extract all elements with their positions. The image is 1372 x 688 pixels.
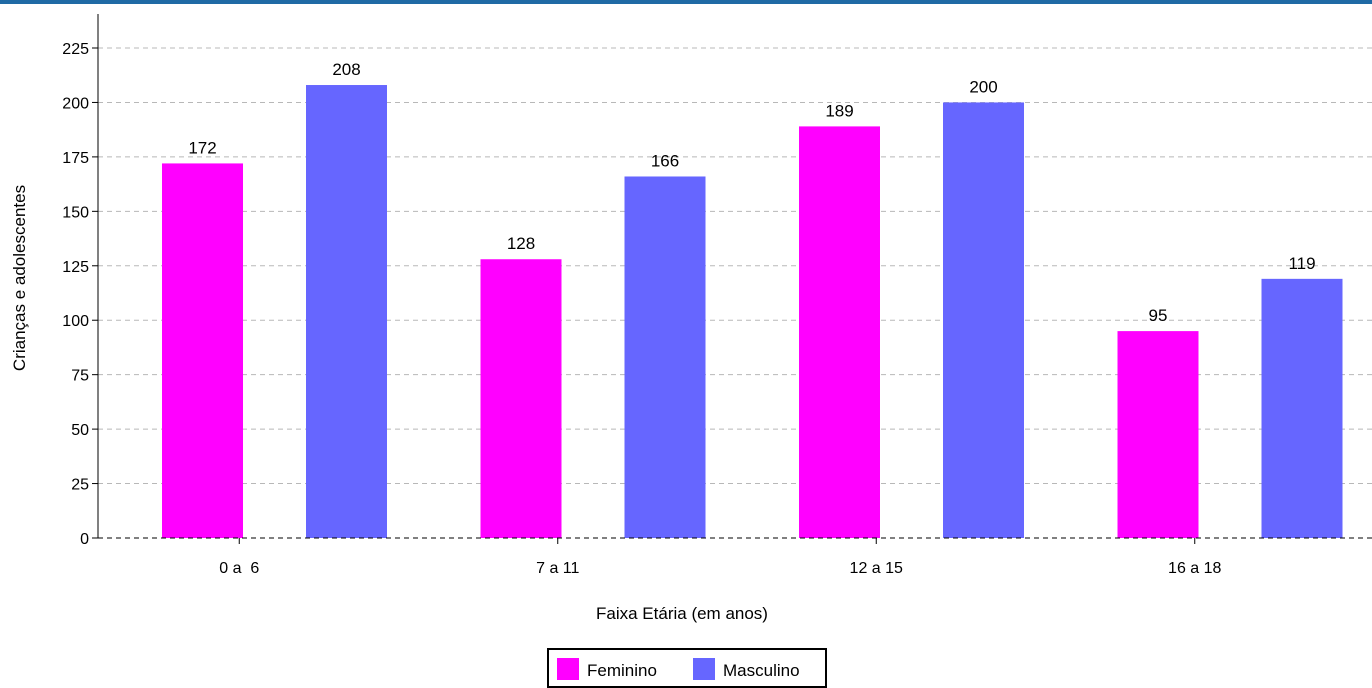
y-tick-label: 125 bbox=[62, 259, 89, 276]
legend: Feminino Masculino bbox=[547, 648, 827, 688]
bar-feminino-0 bbox=[162, 163, 243, 538]
x-tick-label: 12 a 15 bbox=[850, 560, 903, 577]
legend-box bbox=[547, 648, 827, 688]
data-label: 200 bbox=[969, 77, 997, 96]
y-tick-label: 200 bbox=[62, 95, 89, 112]
data-label: 128 bbox=[507, 234, 535, 253]
data-label: 189 bbox=[825, 101, 853, 120]
bars bbox=[162, 85, 1343, 539]
data-label: 172 bbox=[188, 138, 216, 157]
data-label: 119 bbox=[1288, 254, 1315, 273]
legend-swatch-feminino bbox=[557, 658, 579, 680]
x-tick-label: 0 a 6 bbox=[219, 560, 259, 577]
x-tick-label: 7 a 11 bbox=[536, 560, 579, 577]
bar-masculino-2 bbox=[943, 102, 1024, 538]
data-label: 208 bbox=[332, 60, 360, 79]
bar-feminino-2 bbox=[799, 126, 880, 539]
bar-feminino-3 bbox=[1117, 331, 1199, 538]
legend-label-masculino: Masculino bbox=[723, 661, 800, 680]
y-tick-label: 75 bbox=[71, 368, 89, 385]
x-axis-title: Faixa Etária (em anos) bbox=[596, 604, 768, 623]
y-tick-label: 150 bbox=[62, 204, 89, 221]
y-tick-label: 50 bbox=[71, 422, 89, 439]
y-tick-label: 25 bbox=[71, 477, 89, 494]
data-labels: 172 208 128 166 189 200 95 119 bbox=[188, 60, 1315, 325]
y-tick-label: 225 bbox=[62, 41, 89, 58]
bar-masculino-3 bbox=[1261, 278, 1343, 538]
y-tick-label: 0 bbox=[80, 531, 89, 548]
x-tick-label: 16 a 18 bbox=[1168, 560, 1221, 577]
legend-swatch-masculino bbox=[693, 658, 715, 680]
y-tick-label: 175 bbox=[62, 150, 89, 167]
y-axis-title: Crianças e adolescentes bbox=[10, 185, 29, 371]
data-label: 95 bbox=[1149, 306, 1168, 325]
y-tick-label: 100 bbox=[62, 313, 89, 330]
legend-label-feminino: Feminino bbox=[587, 661, 657, 680]
bar-masculino-0 bbox=[306, 85, 387, 539]
top-accent-bar bbox=[0, 0, 1372, 4]
bar-feminino-1 bbox=[480, 259, 562, 538]
bar-masculino-1 bbox=[624, 176, 706, 538]
axes: 0 25 50 75 100 125 150 175 200 225 0 a 6 7 a 11 12 a… bbox=[62, 14, 1372, 577]
data-label: 166 bbox=[651, 151, 679, 170]
